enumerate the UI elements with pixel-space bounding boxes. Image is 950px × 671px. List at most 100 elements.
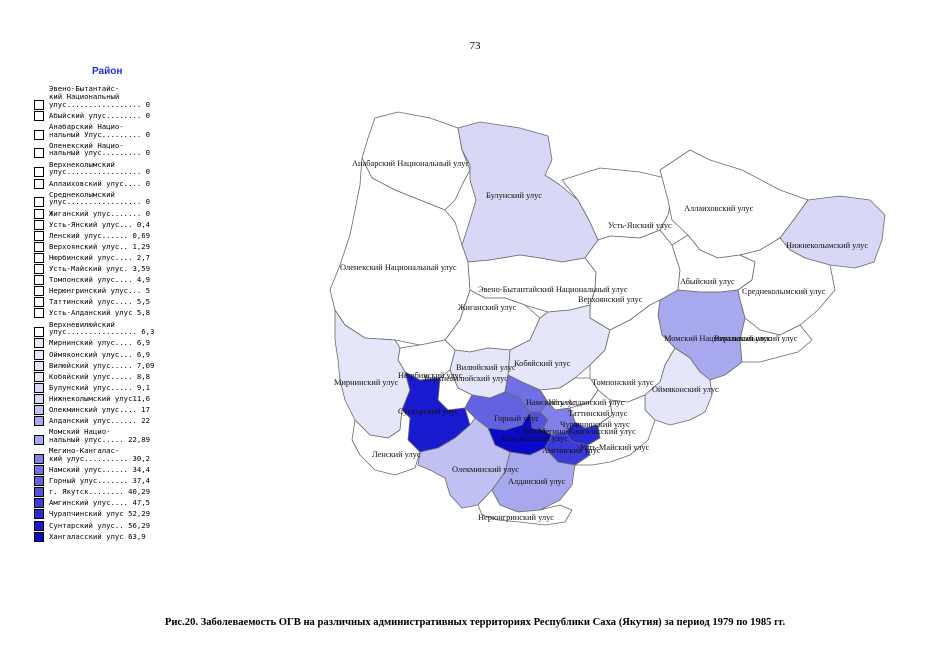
label-olenek: Оленекский Национальный улус [340, 263, 457, 272]
legend-swatch [34, 241, 44, 252]
label-vilyuy: Вилюйский улус [456, 363, 516, 372]
legend-label: Нерюнгринский улус... 5 [49, 286, 151, 296]
legend-label: Таттинский улус.... 5,5 [49, 297, 151, 307]
label-neryungri: Нерюнгринский улус [478, 513, 554, 522]
legend-swatch [34, 129, 44, 140]
legend-swatch [34, 531, 44, 542]
label-aldan: Алданский улус [508, 477, 566, 486]
label-ust-maya: Усть-Майский улус [580, 443, 650, 452]
label-anabar: Анабарский Национальный улус [352, 159, 469, 168]
legend-label: Чурапчинский улус 52,29 [49, 509, 151, 519]
label-olekminsk: Олекминский улус [452, 465, 519, 474]
legend-swatch [34, 197, 44, 208]
legend-label: Среднеколымский [49, 189, 115, 199]
legend-swatch [34, 371, 44, 382]
legend-label: Булунский улус..... 9,1 [49, 382, 151, 392]
legend-label: улус................. 0 [49, 99, 151, 109]
legend-swatch [34, 520, 44, 531]
legend-label: Верхнеколымский [49, 159, 115, 169]
legend-label: Кобяйский улус..... 8,8 [49, 371, 151, 381]
legend-swatch [34, 434, 44, 445]
label-srednekolym: Среднеколымский улус [742, 287, 826, 296]
legend-swatch [34, 338, 44, 349]
label-nizhnekolym: Нижнеколымский улус [786, 241, 868, 250]
label-suntar: Сунтарский улус [398, 407, 459, 416]
legend-label: Абыйский улус........ 0 [49, 110, 151, 120]
legend-label: Мегино-Кангалас- [49, 446, 120, 456]
label-churapcha: Чурапчинский улус [560, 420, 630, 429]
figure-caption: Рис.20. Заболеваемость ОГВ на различных … [164, 617, 786, 628]
legend-label: нальный улус..... 22,89 [49, 434, 151, 444]
label-kobyay: Кобяйский улус [514, 359, 571, 368]
label-verkhnevilyuy: Верхневилюйский улус [424, 374, 508, 383]
legend-label: Момский Нацио- [49, 427, 111, 437]
legend-label: Томпонский улус.... 4,9 [49, 275, 151, 285]
legend-label: Алданский улус...... 22 [49, 416, 151, 426]
page-number: 73 [469, 40, 481, 52]
region-ust-maya [574, 394, 656, 466]
legend-swatch [34, 308, 44, 319]
legend-swatch [34, 148, 44, 159]
legend-swatch [34, 327, 44, 338]
legend-label: нальный Улус......... 0 [49, 129, 151, 139]
legend-label: Эвено-Бытантайс- [49, 84, 120, 93]
legend-label: Сунтарский улус.. 56,29 [49, 520, 151, 530]
label-verkhoyansk: Верхоянский улус [578, 295, 643, 304]
legend-label: Горный улус....... 37,4 [49, 476, 151, 486]
legend-label: Амгинский улус.... 47,5 [49, 498, 151, 508]
legend-label: улус................. 0 [49, 167, 151, 177]
legend-swatch [34, 509, 44, 520]
legend-label: Нюрбинский улус.... 2,7 [49, 252, 151, 262]
legend-swatch [34, 208, 44, 219]
legend-label: Аллаиховский улус.... 0 [49, 178, 151, 188]
legend-title: Район [92, 66, 123, 77]
label-momsky: Момский Национальный улус [664, 334, 771, 343]
legend-swatch [34, 360, 44, 371]
label-ust-aldan: Усть-Алданский улус [548, 398, 625, 407]
label-bulun: Булунский улус [486, 191, 542, 200]
label-megino: Мегино-Кангаласский улус [538, 427, 636, 436]
label-nyurba: Нюрбинский улус [398, 371, 463, 380]
label-oymyakon: Оймяконский улус [652, 385, 719, 394]
label-mirny: Мирнинский улус [334, 378, 399, 387]
legend-swatch [34, 275, 44, 286]
label-tompo: Томпонский улус [592, 378, 654, 387]
legend-label: Анабарский Нацио- [49, 121, 124, 131]
legend-label: улус................ 6,3 [49, 327, 155, 337]
legend-swatch [34, 252, 44, 263]
legend-label: кий Национальный [49, 91, 120, 101]
label-namsky: Намский улус [526, 398, 576, 407]
legend-swatch [34, 264, 44, 274]
legend-label: Усть-Алданский улус 5,8 [49, 308, 151, 318]
label-abyy: Абыйский улус [680, 277, 735, 286]
legend-label: Мирнинский улус.... 6,9 [49, 338, 151, 348]
legend-label: Усть-Янский улус... 0,4 [49, 219, 151, 229]
legend-swatch [34, 498, 44, 509]
legend-label: Усть-Майский улус. 3,59 [49, 264, 151, 273]
legend-swatch [34, 110, 44, 121]
label-verkhnekolym: Верхнеколымский улус [714, 334, 798, 343]
region-oymyakon [644, 347, 713, 426]
label-ust-yana: Усть-Янский улус [608, 221, 672, 230]
legend-label: Олекминский улус.... 17 [49, 405, 151, 414]
legend-label: Оймяконский улус... 6,9 [49, 349, 151, 359]
label-yakutsk: г. Якутск [516, 427, 549, 436]
legend-swatch [34, 476, 44, 487]
legend-label: Верхоянский улус.. 1,29 [49, 241, 151, 251]
legend-swatch [34, 178, 44, 189]
label-khangalas: Хангаласский улус [500, 434, 568, 443]
region-lensk [351, 409, 421, 476]
legend-label: г. Якутск........ 40,29 [49, 487, 151, 497]
label-zhigansk: Жиганский улус [458, 303, 517, 312]
legend-swatch [34, 487, 44, 498]
legend-label: Ленский улус...... 0,69 [49, 230, 151, 240]
legend-swatch [34, 99, 44, 110]
label-gorny: Горный улус [494, 414, 539, 423]
legend-label: Верхневилюйский [49, 319, 115, 329]
legend-swatch [34, 382, 44, 393]
label-tatta: Таттинский улус [568, 409, 628, 418]
legend-label: улус................. 0 [49, 197, 151, 207]
legend-swatch [34, 167, 44, 178]
label-amga: Амгинский улус [542, 446, 601, 455]
